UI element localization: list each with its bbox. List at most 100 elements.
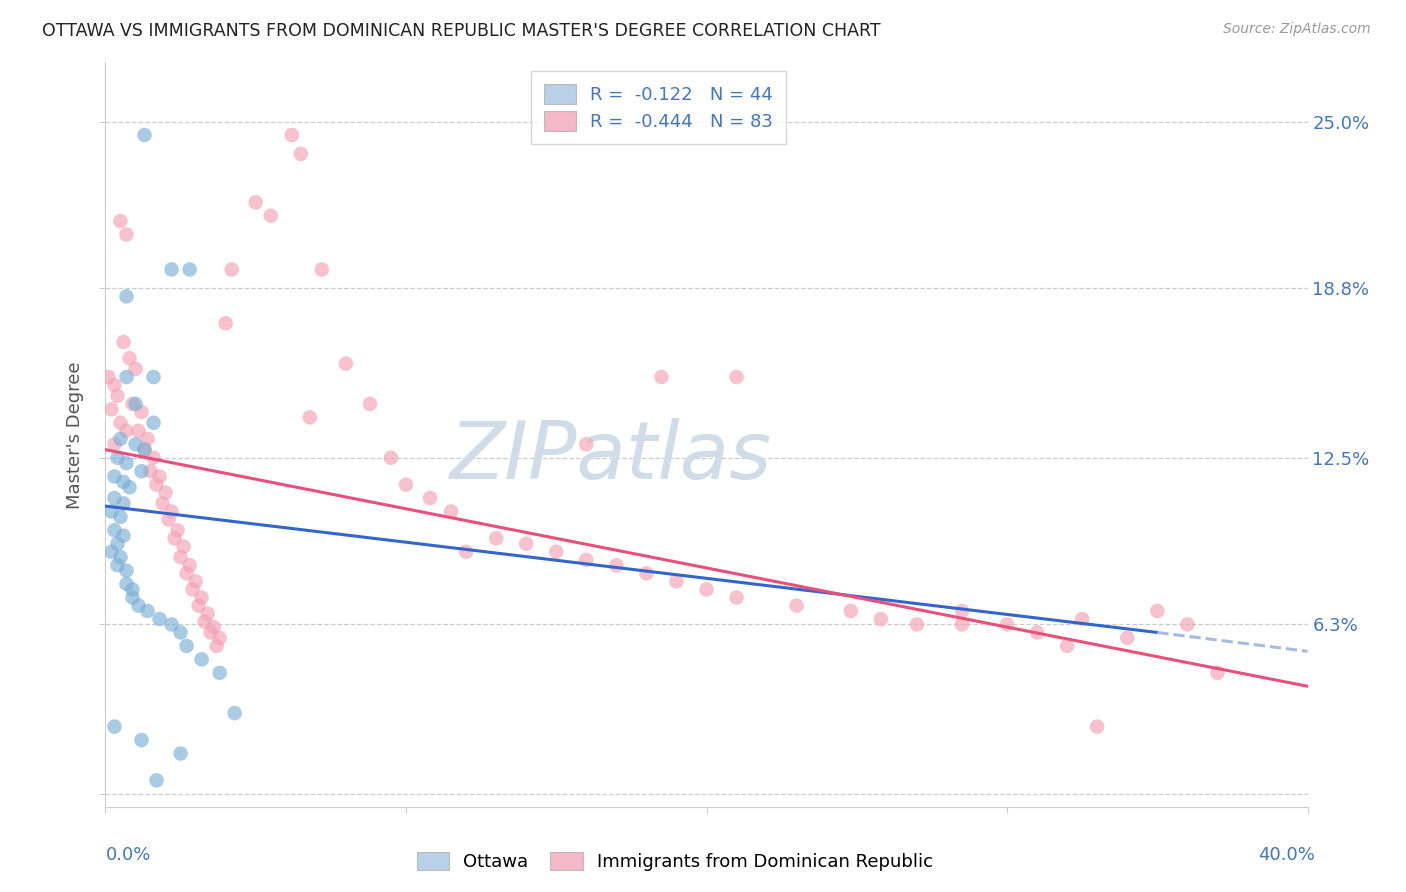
Point: [145, 477, 167, 491]
Point: [1085, 720, 1108, 734]
Point: [1056, 639, 1078, 653]
Point: [905, 617, 928, 632]
Point: [214, 316, 236, 330]
Point: [298, 410, 321, 425]
Point: [97, 370, 120, 384]
Point: [124, 397, 146, 411]
Point: [160, 617, 183, 632]
Point: [145, 773, 167, 788]
Point: [395, 477, 418, 491]
Point: [839, 604, 862, 618]
Point: [107, 450, 129, 465]
Point: [208, 665, 231, 680]
Point: [112, 475, 135, 489]
Point: [179, 262, 201, 277]
Point: [205, 639, 228, 653]
Text: OTTAWA VS IMMIGRANTS FROM DOMINICAN REPUBLIC MASTER'S DEGREE CORRELATION CHART: OTTAWA VS IMMIGRANTS FROM DOMINICAN REPU…: [42, 22, 880, 40]
Point: [245, 195, 267, 210]
Point: [194, 615, 217, 629]
Point: [121, 591, 143, 605]
Point: [115, 424, 138, 438]
Point: [134, 442, 156, 457]
Point: [121, 582, 143, 597]
Point: [169, 747, 191, 761]
Point: [110, 432, 132, 446]
Point: [112, 496, 135, 510]
Point: [139, 464, 162, 478]
Point: [786, 599, 808, 613]
Point: [115, 577, 138, 591]
Point: [166, 524, 188, 538]
Point: [118, 351, 141, 366]
Point: [1175, 617, 1198, 632]
Point: [197, 607, 219, 621]
Point: [650, 370, 672, 384]
Point: [115, 227, 138, 242]
Legend: R =  -0.122   N = 44, R =  -0.444   N = 83: R = -0.122 N = 44, R = -0.444 N = 83: [531, 71, 786, 144]
Point: [142, 450, 165, 465]
Point: [103, 524, 125, 538]
Point: [115, 456, 138, 470]
Point: [118, 480, 141, 494]
Point: [142, 370, 165, 384]
Point: [128, 424, 150, 438]
Point: [160, 262, 183, 277]
Point: [157, 512, 180, 526]
Point: [1206, 665, 1229, 680]
Point: [419, 491, 441, 505]
Point: [950, 617, 973, 632]
Point: [103, 437, 125, 451]
Point: [176, 566, 198, 581]
Point: [311, 262, 333, 277]
Point: [107, 558, 129, 573]
Point: [665, 574, 688, 589]
Text: Source: ZipAtlas.com: Source: ZipAtlas.com: [1223, 22, 1371, 37]
Point: [454, 545, 477, 559]
Point: [100, 402, 122, 417]
Point: [110, 416, 132, 430]
Point: [190, 591, 212, 605]
Point: [187, 599, 209, 613]
Point: [107, 389, 129, 403]
Point: [148, 612, 170, 626]
Point: [359, 397, 381, 411]
Point: [575, 437, 598, 451]
Point: [103, 720, 125, 734]
Point: [575, 553, 598, 567]
Point: [1071, 612, 1094, 626]
Point: [190, 652, 212, 666]
Point: [725, 591, 748, 605]
Point: [335, 357, 357, 371]
Point: [221, 262, 243, 277]
Point: [155, 485, 177, 500]
Point: [136, 604, 159, 618]
Point: [148, 469, 170, 483]
Y-axis label: Master's Degree: Master's Degree: [66, 361, 84, 508]
Point: [124, 437, 146, 451]
Point: [131, 733, 153, 747]
Point: [950, 604, 973, 618]
Point: [184, 574, 207, 589]
Point: [281, 128, 304, 142]
Point: [115, 370, 138, 384]
Text: 0.0%: 0.0%: [105, 846, 150, 863]
Point: [115, 289, 138, 303]
Point: [107, 537, 129, 551]
Point: [142, 416, 165, 430]
Point: [380, 450, 402, 465]
Point: [696, 582, 718, 597]
Point: [725, 370, 748, 384]
Point: [224, 706, 246, 720]
Point: [110, 214, 132, 228]
Point: [605, 558, 627, 573]
Point: [485, 532, 508, 546]
Point: [1146, 604, 1168, 618]
Point: [152, 496, 174, 510]
Point: [869, 612, 891, 626]
Point: [112, 529, 135, 543]
Point: [1116, 631, 1139, 645]
Point: [290, 146, 312, 161]
Point: [160, 504, 183, 518]
Point: [163, 532, 186, 546]
Text: ZIPatlas: ZIPatlas: [450, 418, 772, 496]
